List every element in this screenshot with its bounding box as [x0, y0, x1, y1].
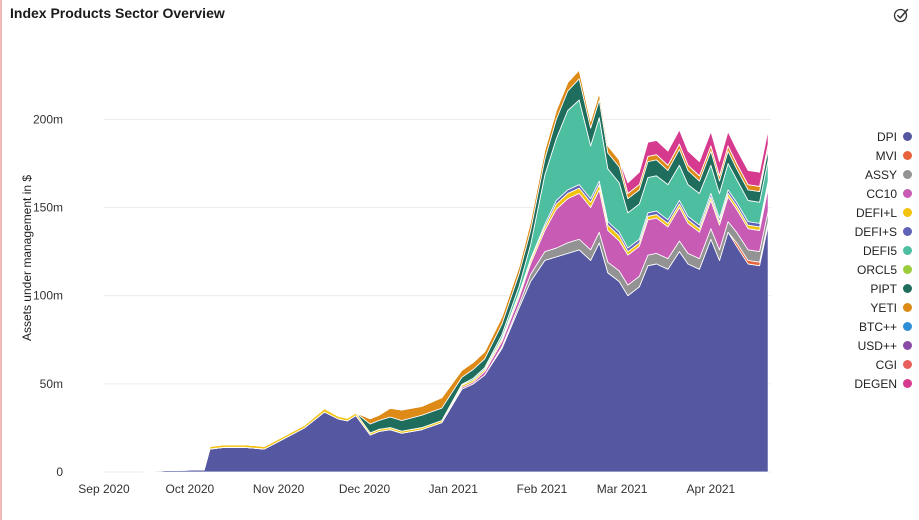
x-tick-label: Jan 2021: [429, 482, 479, 496]
legend-label: YETI: [870, 300, 897, 315]
legend-label: DEFI5: [862, 243, 897, 258]
legend-label: CC10: [866, 186, 897, 201]
legend-item[interactable]: CC10: [826, 184, 912, 203]
legend-item[interactable]: CGI: [826, 355, 912, 374]
y-axis-ticks: 0 50m 100m 150m 200m: [33, 112, 63, 479]
left-edge-line: [0, 0, 2, 520]
page-title: Index Products Sector Overview: [10, 5, 225, 21]
x-tick-label: Apr 2021: [687, 482, 736, 496]
legend-item[interactable]: BTC++: [826, 317, 912, 336]
x-tick-label: Nov 2020: [253, 482, 305, 496]
legend-label: DPI: [876, 129, 897, 144]
legend-label: ORCL5: [856, 262, 897, 277]
legend-label: BTC++: [858, 319, 897, 334]
legend-swatch: [903, 170, 912, 179]
legend-swatch: [903, 284, 912, 293]
x-tick-label: Oct 2020: [166, 482, 215, 496]
legend-label: DEFI+L: [855, 205, 897, 220]
x-axis-ticks: Sep 2020 Oct 2020 Nov 2020 Dec 2020 Jan 2021…: [78, 482, 735, 496]
y-tick-label: 150m: [33, 201, 63, 215]
legend-item[interactable]: DEGEN: [826, 374, 912, 393]
y-tick-label: 0: [56, 465, 63, 479]
legend-swatch: [903, 265, 912, 274]
legend-label: DEFI+S: [854, 224, 897, 239]
series-area-degen: [143, 69, 769, 473]
legend-label: ASSY: [864, 167, 897, 182]
legend-item[interactable]: PIPT: [826, 279, 912, 298]
legend-swatch: [903, 246, 912, 255]
x-tick-label: Dec 2020: [339, 482, 391, 496]
legend-item[interactable]: ASSY: [826, 165, 912, 184]
legend-label: DEGEN: [854, 376, 897, 391]
legend-item[interactable]: MVI: [826, 146, 912, 165]
legend-swatch: [903, 379, 912, 388]
x-tick-label: Sep 2020: [78, 482, 130, 496]
legend: DPI MVI ASSY CC10 DEFI+L DEFI+S DEFI5 ORCL5 PIPT…: [826, 127, 912, 393]
legend-item[interactable]: USD++: [826, 336, 912, 355]
legend-swatch: [903, 151, 912, 160]
x-tick-label: Mar 2021: [597, 482, 648, 496]
series-area-dpi: [143, 224, 769, 473]
y-tick-label: 200m: [33, 112, 63, 126]
legend-label: USD++: [857, 338, 897, 353]
y-tick-label: 100m: [33, 289, 63, 303]
legend-label: CGI: [875, 357, 897, 372]
legend-swatch: [903, 341, 912, 350]
series-areas: [143, 69, 769, 473]
legend-item[interactable]: ORCL5: [826, 260, 912, 279]
legend-item[interactable]: DEFI+S: [826, 222, 912, 241]
legend-swatch: [903, 132, 912, 141]
legend-swatch: [903, 322, 912, 331]
y-axis-label: Assets under management in $: [20, 175, 34, 341]
legend-swatch: [903, 303, 912, 312]
legend-label: PIPT: [870, 281, 897, 296]
legend-item[interactable]: DEFI5: [826, 241, 912, 260]
y-tick-label: 50m: [40, 377, 63, 391]
legend-item[interactable]: YETI: [826, 298, 912, 317]
legend-swatch: [903, 208, 912, 217]
legend-swatch: [903, 227, 912, 236]
legend-swatch: [903, 189, 912, 198]
legend-label: MVI: [875, 148, 897, 163]
x-tick-label: Feb 2021: [517, 482, 568, 496]
legend-item[interactable]: DPI: [826, 127, 912, 146]
legend-item[interactable]: DEFI+L: [826, 203, 912, 222]
legend-swatch: [903, 360, 912, 369]
check-circle-icon[interactable]: [893, 7, 909, 23]
